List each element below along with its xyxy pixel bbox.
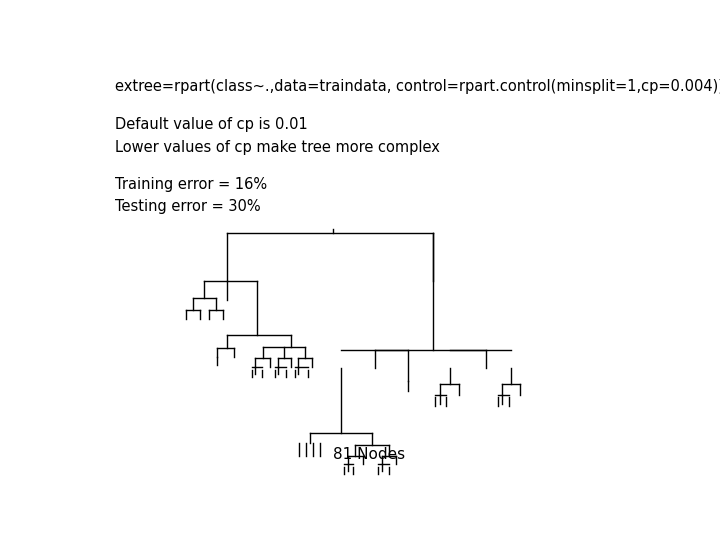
Text: Lower values of cp make tree more complex: Lower values of cp make tree more comple… <box>115 140 440 154</box>
Text: extree=rpart(class~.,data=traindata, control=rpart.control(minsplit=1,cp=0.004)): extree=rpart(class~.,data=traindata, con… <box>115 79 720 94</box>
Text: Default value of cp is 0.01: Default value of cp is 0.01 <box>115 117 308 132</box>
Text: Training error = 16%: Training error = 16% <box>115 177 267 192</box>
Text: Testing error = 30%: Testing error = 30% <box>115 199 261 214</box>
Text: 81 Nodes: 81 Nodes <box>333 447 405 462</box>
